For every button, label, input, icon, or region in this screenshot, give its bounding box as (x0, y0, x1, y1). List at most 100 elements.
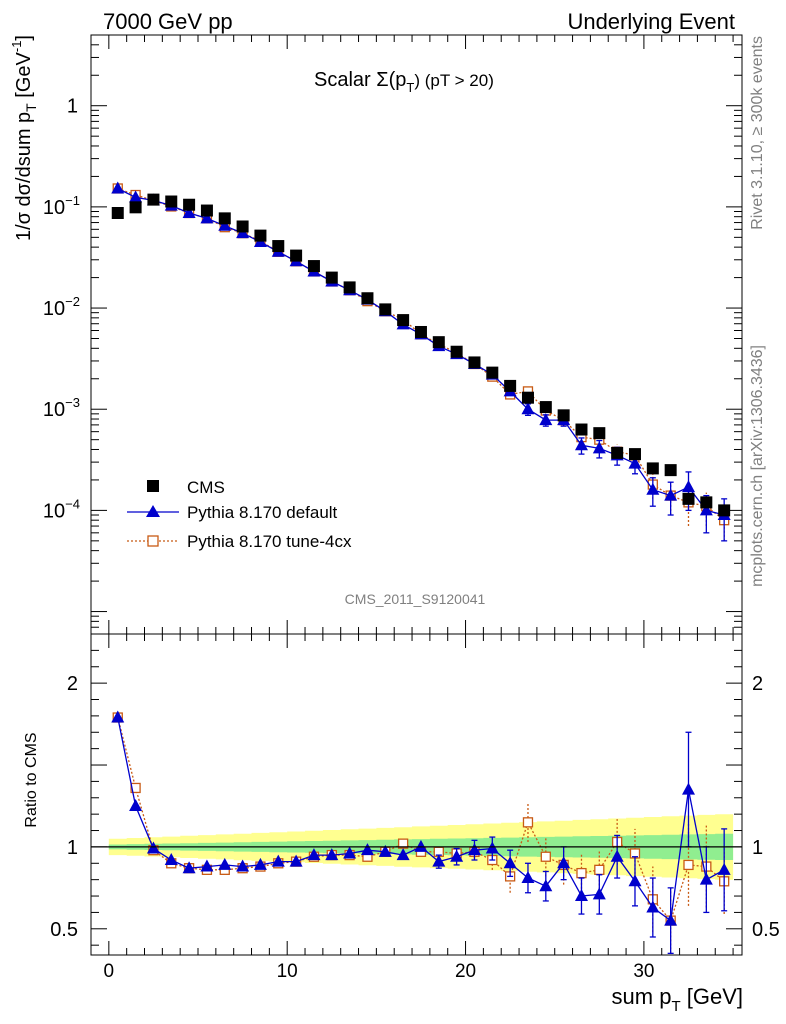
ratio-pythia-default-point (111, 710, 125, 723)
title-sub: T (406, 80, 414, 95)
header-right: Underlying Event (567, 9, 735, 34)
title-post: ) (pT > 20) (414, 71, 494, 90)
ylabel-close: ] (13, 35, 35, 41)
legend-marker-pythia-default (146, 505, 160, 517)
ratio-y-tick-label: 0.5 (50, 919, 78, 941)
main-cms-point (628, 448, 641, 461)
main-pythia-default-point (681, 480, 695, 493)
main-cms-point (343, 281, 356, 294)
main-cms-point (147, 193, 160, 206)
ratio-pythia-default-point (699, 872, 713, 885)
main-cms-point (664, 464, 677, 477)
main-cms-point (236, 220, 249, 233)
main-cms-point (539, 401, 552, 414)
main-cms-point (183, 198, 196, 211)
y-tick-label: 10−1 (43, 193, 80, 219)
main-pythia-default-point (574, 438, 588, 451)
ratio-pythia-default-point (307, 848, 321, 861)
ratio-pythia-default-point (414, 839, 428, 852)
ylabel-main: 1/σ dσ/dsum p (13, 112, 35, 241)
ratio-panel: 0 10 20 30 0.5 0.5 1 1 2 2 Ratio to CMS sum pT [G… (23, 633, 780, 1015)
ratio-pythia-default-point (432, 854, 446, 867)
title-sigma: Σ(p (376, 69, 406, 91)
y-tick-label: 10−4 (43, 496, 80, 522)
main-cms-point (254, 229, 267, 242)
main-pythia-default-point (200, 211, 214, 224)
main-cms-point (432, 336, 445, 349)
ratio-pythia-default-point (378, 844, 392, 857)
ratio-pythia-default-point (485, 841, 499, 854)
legend-label-pythia-4cx: Pythia 8.170 tune-4cx (187, 532, 352, 551)
legend-marker-cms (147, 480, 159, 492)
ratio-xlabel: sum pT [GeV] (612, 984, 743, 1015)
ratio-pythia-default-point (289, 854, 303, 867)
main-pythia-default-point (628, 456, 642, 469)
main-pythia-default-point (699, 503, 713, 516)
ratio-pythia-4cx-point (683, 859, 694, 871)
main-cms-point (486, 366, 499, 379)
title-pre: Scalar (314, 69, 376, 91)
ratio-pythia-4cx-point (522, 817, 534, 828)
legend-marker-pythia-4cx (147, 535, 159, 547)
ratio-pythia-default-point (646, 900, 660, 913)
ratio-pythia-default-point (182, 861, 196, 874)
ratio-y-tick-label-right: 0.5 (752, 919, 780, 941)
main-pythia-default-point (111, 181, 125, 194)
main-cms-point (575, 423, 588, 436)
main-cms-point (129, 201, 142, 214)
main-pythia-default-point (218, 218, 232, 231)
main-cms-point (593, 427, 606, 440)
ratio-pythia-default-point (574, 889, 588, 902)
ratio-pythia-4cx-point (540, 851, 551, 862)
main-cms-point (165, 195, 178, 208)
y-tick-label: 1 (67, 96, 78, 118)
main-cms-point (557, 409, 570, 422)
ratio-pythia-default-point (271, 854, 285, 867)
xlabel-sub: T (671, 998, 680, 1015)
x-tick-label: 20 (455, 961, 476, 982)
x-tick-label: 30 (633, 961, 654, 982)
main-cms-point (111, 207, 124, 220)
main-pythia-4cx-line (117, 187, 725, 521)
main-cms-point (290, 249, 303, 262)
ratio-pythia-default-point (325, 848, 339, 861)
ratio-pythia-default-point (236, 859, 250, 872)
main-pythia-default-point (592, 441, 606, 454)
ratio-pythia-4cx-point (594, 864, 605, 875)
main-cms-point (468, 356, 481, 369)
ratio-pythia-default-point (503, 856, 517, 869)
ratio-pythia-4cx-point (130, 782, 141, 794)
main-cms-point (718, 504, 731, 517)
ratio-pythia-default-point (200, 859, 214, 872)
ratio-pythia-default-point (467, 843, 481, 856)
ratio-pythia-default-point (521, 871, 535, 884)
main-pythia-default-point (182, 206, 196, 219)
ratio-pythia-default-point (664, 913, 678, 926)
ratio-pythia-4cx-point (576, 867, 587, 879)
ratio-ylabel: Ratio to CMS (23, 732, 40, 827)
ratio-frame (90, 633, 743, 956)
ratio-pythia-default-point (557, 856, 571, 869)
main-cms-point (307, 260, 320, 273)
main-cms-point (700, 496, 713, 509)
main-title: Scalar Σ(pT) (pT > 20) (314, 69, 494, 95)
main-pythia-default-point (521, 402, 535, 415)
ratio-pythia-default-point (343, 846, 357, 859)
ratio-pythia-default-point (129, 798, 143, 811)
x-tick-label: 10 (277, 961, 298, 982)
header-left: 7000 GeV pp (103, 9, 233, 34)
y-tick-label: 10−3 (43, 395, 80, 421)
x-tick-label: 0 (104, 961, 115, 982)
ratio-y-tick-label-right: 1 (752, 837, 763, 859)
main-cms-point (414, 325, 427, 338)
legend-label-pythia-default: Pythia 8.170 default (187, 503, 338, 522)
main-pythia-default-point (539, 413, 553, 426)
main-ylabel: 1/σ dσ/dsum pT [GeV-1] (9, 35, 39, 241)
main-cms-point (611, 446, 624, 459)
ratio-data-marks (111, 710, 731, 955)
main-data-marks (111, 181, 731, 542)
ratio-pythia-default-point (146, 841, 160, 854)
mcplots-label: mcplots.cern.ch [arXiv:1306.3436] (749, 345, 766, 587)
ratio-pythia-default-point (681, 782, 695, 795)
